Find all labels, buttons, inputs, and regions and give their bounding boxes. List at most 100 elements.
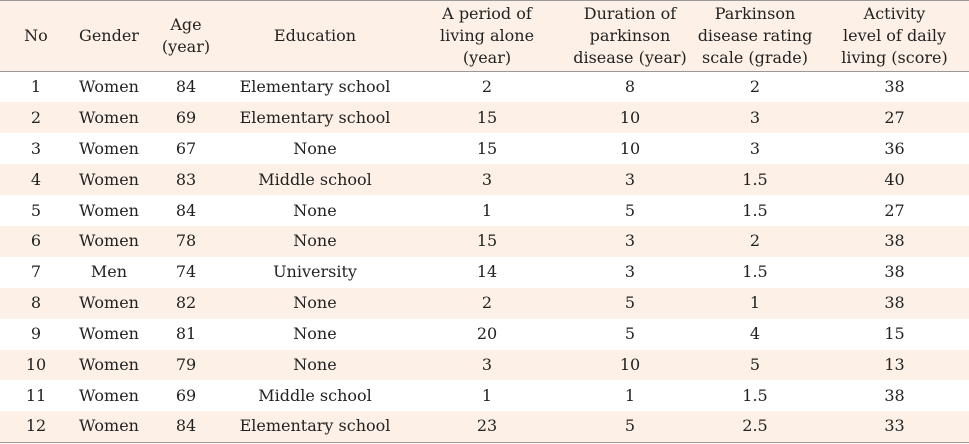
table-cell: 10 — [619, 138, 641, 158]
table-cell: 3 — [30, 138, 42, 158]
table-cell: 5 — [570, 411, 690, 443]
table-cell: 27 — [884, 107, 905, 127]
table-cell: Elementary school — [239, 107, 391, 127]
table-cell: 11 — [25, 385, 47, 405]
table-cell: 38 — [884, 385, 905, 405]
table-cell: 84 — [175, 200, 197, 220]
column-header-line: (year) — [161, 37, 211, 56]
table-cell: 6 — [30, 231, 42, 251]
table-cell: 5 — [749, 354, 761, 374]
table-cell: 14 — [476, 262, 498, 282]
table-cell: 67 — [175, 138, 197, 158]
table-cell: Women — [79, 385, 139, 405]
table-cell: 15 — [884, 324, 905, 344]
table-cell: 74 — [175, 262, 197, 282]
table-cell: None — [293, 138, 337, 158]
column-header: Gender — [72, 0, 146, 72]
table-cell: 1 — [624, 385, 636, 405]
table-cell: Women — [79, 231, 139, 251]
table-header: No Gender Age (year) Education A period of liv… — [0, 0, 969, 72]
table-cell: 3 — [624, 262, 636, 282]
table-cell: 1.5 — [742, 262, 768, 282]
table-cell: 1.5 — [742, 385, 768, 405]
table-cell: 1 — [30, 77, 42, 97]
table-cell: 1 — [481, 385, 493, 405]
table-cell: 10 — [25, 354, 47, 374]
table-cell: 83 — [175, 169, 197, 189]
table-cell: 3 — [749, 107, 761, 127]
table-cell: Men — [90, 262, 128, 282]
table-cell: 5 — [624, 200, 636, 220]
table-cell: 2 — [30, 107, 42, 127]
column-header: A period of living alone (year) — [404, 0, 570, 72]
table-cell: 1 — [481, 200, 493, 220]
column-header-line: Age — [170, 15, 202, 34]
table-cell: Women — [79, 354, 139, 374]
table-row: 10 Women 79 None 3 10 5 13 — [0, 349, 969, 381]
table-cell: 2 — [749, 231, 761, 251]
table-cell: 38 — [884, 293, 905, 313]
column-header: Duration of parkinson disease (year) — [570, 0, 690, 72]
column-header: No — [0, 0, 72, 72]
column-header-line: scale (grade) — [701, 48, 808, 67]
table-cell: 1.5 — [742, 200, 768, 220]
table-cell: 2 — [749, 77, 761, 97]
table-row: 9 Women 81 None 20 5 4 15 — [0, 319, 969, 350]
table-cell: 84 — [175, 77, 197, 97]
table-cell: 3 — [481, 169, 493, 189]
table-cell: Women — [79, 200, 139, 220]
table-row: 7 Men 74 University 14 3 1.5 38 — [0, 257, 969, 288]
table-cell: 40 — [884, 169, 905, 189]
table-cell: 15 — [476, 138, 498, 158]
table-cell: 1 — [749, 293, 761, 313]
table-cell: 84 — [146, 411, 226, 443]
table-cell: 10 — [619, 354, 641, 374]
table-cell: Women — [72, 411, 146, 443]
table-body: 1 Women 84 Elementary school 2 8 2 38 2 Women 69 El… — [0, 72, 969, 443]
column-header-line: disease (year) — [573, 48, 687, 67]
table-cell: 3 — [624, 169, 636, 189]
column-header: Age (year) — [146, 0, 226, 72]
table-cell: 15 — [476, 231, 498, 251]
table-row: 6 Women 78 None 15 3 2 38 — [0, 225, 969, 257]
table-cell: None — [293, 324, 337, 344]
table-cell: 8 — [624, 77, 636, 97]
table-row: 3 Women 67 None 15 10 3 36 — [0, 133, 969, 164]
table-cell: 69 — [175, 385, 197, 405]
column-header-line: Education — [273, 26, 357, 45]
column-header: Activity level of daily living (score) — [820, 0, 969, 72]
table-cell: 36 — [884, 138, 905, 158]
table-cell: 69 — [175, 107, 197, 127]
table-cell: 9 — [30, 324, 42, 344]
column-header-line: Duration of — [583, 4, 677, 23]
table-cell: 33 — [820, 411, 969, 443]
table-cell: None — [293, 293, 337, 313]
column-header-line: Gender — [79, 26, 139, 45]
column-header-line: Parkinson — [714, 4, 796, 23]
table-cell: Middle school — [258, 169, 372, 189]
table-cell: 4 — [30, 169, 42, 189]
header-row: No Gender Age (year) Education A period of liv… — [0, 0, 969, 72]
table-cell: Women — [79, 293, 139, 313]
table-cell: 5 — [624, 324, 636, 344]
table-cell: 3 — [481, 354, 493, 374]
table-cell: Women — [79, 77, 139, 97]
table-row: 11 Women 69 Middle school 1 1 1.5 38 — [0, 380, 969, 411]
table-cell: Women — [79, 169, 139, 189]
table-cell: Women — [79, 107, 139, 127]
table-cell: 1.5 — [742, 169, 768, 189]
table-cell: 27 — [884, 200, 905, 220]
table-cell: University — [273, 262, 357, 282]
table-cell: 38 — [884, 231, 905, 251]
table-row: 1 Women 84 Elementary school 2 8 2 38 — [0, 72, 969, 103]
table-cell: 13 — [884, 354, 905, 374]
table-cell: Middle school — [258, 385, 372, 405]
table-cell: 7 — [30, 262, 42, 282]
column-header-line: living (score) — [841, 48, 948, 67]
table-cell: 15 — [476, 107, 498, 127]
table-cell: 82 — [175, 293, 197, 313]
table-cell: 20 — [476, 324, 498, 344]
column-header-line: disease rating — [697, 26, 813, 45]
table-cell: 12 — [0, 411, 72, 443]
